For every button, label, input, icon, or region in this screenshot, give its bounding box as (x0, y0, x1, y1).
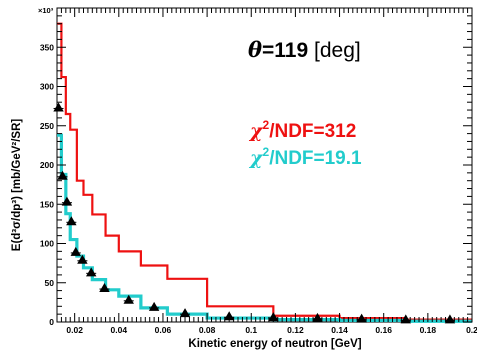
chi2-red-annotation: χ2/NDF=312 (248, 118, 356, 142)
x-tick-label: 0.04 (111, 325, 128, 335)
data-point-triangle (66, 216, 77, 226)
y-tick-label: 100 (40, 239, 54, 249)
chi2-cyan-sup: 2 (263, 145, 270, 159)
x-tick-label: 0.1 (245, 325, 257, 335)
x-tick-label: 0.08 (199, 325, 216, 335)
x-tick-label: 0.18 (420, 325, 437, 335)
x-tick-label: 0.14 (331, 325, 348, 335)
data-point-triangle (179, 308, 191, 318)
data-point-triangle (61, 196, 73, 206)
y-tick-label: 0 (49, 317, 54, 327)
data-point-triangle (99, 283, 110, 293)
x-tick-label: 0.02 (66, 325, 83, 335)
data-point-triangle (123, 294, 134, 304)
y-axis-title: E(d³σ/dp³) [mb/GeV²/SR] (11, 119, 23, 252)
data-point-triangle (148, 301, 160, 311)
data-point-triangle (57, 170, 68, 180)
y-multiplier-label: ×10³ (38, 6, 54, 15)
angle-annotation: θ=119 [deg] (248, 37, 361, 62)
x-tick-label: 0.16 (375, 325, 392, 335)
chi2-red-rest: /NDF=312 (269, 121, 356, 142)
series-1-step-line (57, 133, 472, 323)
data-point-triangle (70, 246, 81, 256)
chi2-cyan-chi: χ (248, 147, 264, 169)
data-point-triangle (85, 267, 97, 277)
x-axis-title: Kinetic energy of neutron [GeV] (188, 338, 361, 350)
y-tick-label: 50 (45, 278, 55, 288)
y-tick-label: 200 (40, 160, 54, 170)
x-tick-label: 0.06 (155, 325, 172, 335)
data-point-triangle (53, 102, 64, 112)
y-tick-label: 300 (40, 82, 54, 92)
chi2-red-sup: 2 (263, 118, 270, 132)
angle-symbol: θ (248, 37, 262, 62)
chi2-cyan-rest: /NDF=19.1 (269, 148, 362, 169)
x-tick-label: 0.2 (466, 325, 477, 335)
data-point-triangle (268, 312, 279, 322)
y-tick-label: 250 (40, 121, 54, 131)
x-tick-label: 0.12 (287, 325, 304, 335)
data-point-triangle (223, 311, 235, 321)
chi2-cyan-annotation: χ2/NDF=19.1 (248, 145, 362, 169)
y-tick-label: 350 (40, 42, 54, 52)
chi2-red-chi: χ (248, 120, 264, 142)
angle-value: =119 (262, 39, 308, 62)
angle-unit: [deg] (308, 39, 361, 62)
series-0-step-line (57, 22, 472, 321)
y-tick-label: 150 (40, 199, 54, 209)
data-point-triangle (77, 254, 88, 264)
